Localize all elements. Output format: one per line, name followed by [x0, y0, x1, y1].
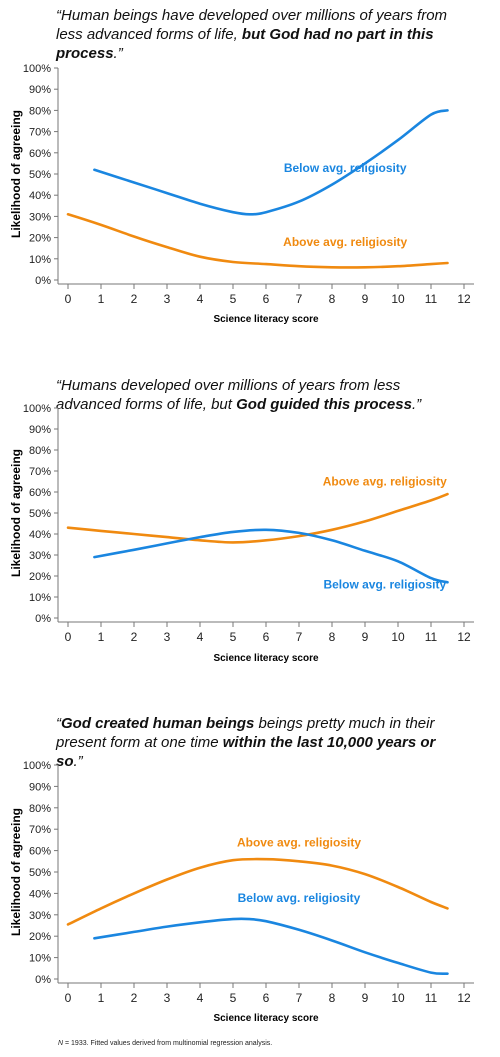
x-tick-label: 12	[457, 630, 471, 644]
y-tick-label: 100%	[23, 63, 51, 75]
y-tick-label: 30%	[29, 550, 51, 562]
y-axis-label: Likelihood of agreeing	[9, 808, 23, 936]
series-label: Above avg. religiosity	[283, 235, 407, 249]
x-tick-label: 2	[131, 991, 138, 1005]
y-tick-label: 40%	[29, 190, 51, 202]
y-tick-label: 0%	[35, 275, 51, 287]
x-tick-label: 7	[296, 630, 303, 644]
x-tick-label: 11	[425, 630, 438, 644]
chart-svg-2: 0%10%20%30%40%50%60%70%80%90%100%0 1 2 3 4 5 6…	[9, 403, 474, 664]
x-tick-label: 3	[164, 991, 171, 1005]
x-axis-label: Science literacy score	[213, 653, 319, 664]
x-tick-label: 6	[263, 292, 270, 306]
x-tick-label: 4	[197, 292, 204, 306]
chart-title: “Humans developed over millions of years…	[56, 377, 422, 413]
x-tick-label: 1	[98, 991, 105, 1005]
series-label: Above avg. religiosity	[237, 835, 361, 849]
x-tick-label: 5	[230, 292, 237, 306]
x-tick-label: 7	[296, 991, 303, 1005]
y-tick-label: 70%	[29, 466, 51, 478]
x-tick-label: 4	[197, 991, 204, 1005]
y-tick-label: 90%	[29, 84, 51, 96]
y-tick-label: 10%	[29, 592, 51, 604]
y-tick-label: 50%	[29, 169, 51, 181]
y-tick-label: 50%	[29, 867, 51, 879]
x-tick-label: 2	[131, 292, 138, 306]
y-tick-label: 60%	[29, 487, 51, 499]
footnote-text: = 1933. Fitted values derived from multi…	[63, 1040, 273, 1047]
y-tick-label: 60%	[29, 846, 51, 858]
series-label: Below avg. religiosity	[238, 891, 361, 905]
x-tick-label: 8	[329, 292, 336, 306]
footnote: N = 1933. Fitted values derived from mul…	[58, 1040, 272, 1047]
x-tick-label: 9	[362, 630, 369, 644]
x-tick-label: 11	[425, 292, 438, 306]
y-tick-label: 0%	[35, 974, 51, 986]
x-tick-label: 0	[65, 630, 72, 644]
x-tick-label: 7	[296, 292, 303, 306]
x-tick-label: 1	[98, 630, 105, 644]
series-line	[66, 213, 449, 269]
x-tick-label: 12	[457, 292, 471, 306]
x-tick-label: 10	[391, 630, 405, 644]
series-label: Below avg. religiosity	[284, 161, 407, 175]
y-axis-label: Likelihood of agreeing	[9, 449, 23, 577]
y-tick-label: 50%	[29, 508, 51, 520]
x-tick-label: 5	[230, 991, 237, 1005]
series-line	[93, 109, 449, 216]
chart-svg-3: 0%10%20%30%40%50%60%70%80%90%100%0 1 2 3 4 5 6…	[9, 760, 474, 1024]
x-tick-label: 9	[362, 292, 369, 306]
x-tick-label: 3	[164, 630, 171, 644]
series-line	[93, 528, 449, 584]
x-tick-label: 6	[263, 630, 270, 644]
y-tick-label: 80%	[29, 105, 51, 117]
y-tick-label: 70%	[29, 824, 51, 836]
x-tick-label: 9	[362, 991, 369, 1005]
y-tick-label: 80%	[29, 803, 51, 815]
x-tick-label: 2	[131, 630, 138, 644]
x-axis-label: Science literacy score	[213, 1013, 319, 1024]
y-tick-label: 20%	[29, 233, 51, 245]
y-tick-label: 90%	[29, 781, 51, 793]
series-line	[66, 857, 449, 926]
y-tick-label: 90%	[29, 424, 51, 436]
series-line	[66, 492, 449, 544]
y-axis-label: Likelihood of agreeing	[9, 110, 23, 238]
series-line	[93, 917, 449, 976]
y-tick-label: 20%	[29, 931, 51, 943]
y-tick-label: 70%	[29, 127, 51, 139]
x-tick-label: 10	[391, 292, 405, 306]
chart-title: “God created human beings beings pretty …	[56, 715, 436, 770]
y-tick-label: 0%	[35, 613, 51, 625]
y-tick-label: 10%	[29, 254, 51, 266]
chart-title: “Human beings have developed over millio…	[56, 7, 448, 62]
series-label: Below avg. religiosity	[323, 578, 446, 592]
y-tick-label: 80%	[29, 445, 51, 457]
x-tick-label: 6	[263, 991, 270, 1005]
y-tick-label: 10%	[29, 953, 51, 965]
y-tick-label: 20%	[29, 571, 51, 583]
footnote-n: N	[58, 1040, 64, 1047]
y-tick-label: 100%	[23, 403, 51, 415]
x-tick-label: 10	[391, 991, 405, 1005]
series-label: Above avg. religiosity	[323, 475, 447, 489]
x-tick-label: 5	[230, 630, 237, 644]
chart-svg-1: 0%10%20%30%40%50%60%70%80%90%100%0 1 2 3 4 5 6…	[9, 63, 474, 325]
y-tick-label: 40%	[29, 888, 51, 900]
x-tick-label: 4	[197, 630, 204, 644]
x-tick-label: 3	[164, 292, 171, 306]
x-tick-label: 8	[329, 630, 336, 644]
x-tick-label: 0	[65, 991, 72, 1005]
x-tick-label: 11	[425, 991, 438, 1005]
x-tick-label: 12	[457, 991, 471, 1005]
y-tick-label: 30%	[29, 910, 51, 922]
y-tick-label: 100%	[23, 760, 51, 772]
x-tick-label: 8	[329, 991, 336, 1005]
y-tick-label: 40%	[29, 529, 51, 541]
x-axis-label: Science literacy score	[213, 314, 319, 325]
x-tick-label: 0	[65, 292, 72, 306]
y-tick-label: 60%	[29, 148, 51, 160]
x-tick-label: 1	[98, 292, 105, 306]
y-tick-label: 30%	[29, 211, 51, 223]
